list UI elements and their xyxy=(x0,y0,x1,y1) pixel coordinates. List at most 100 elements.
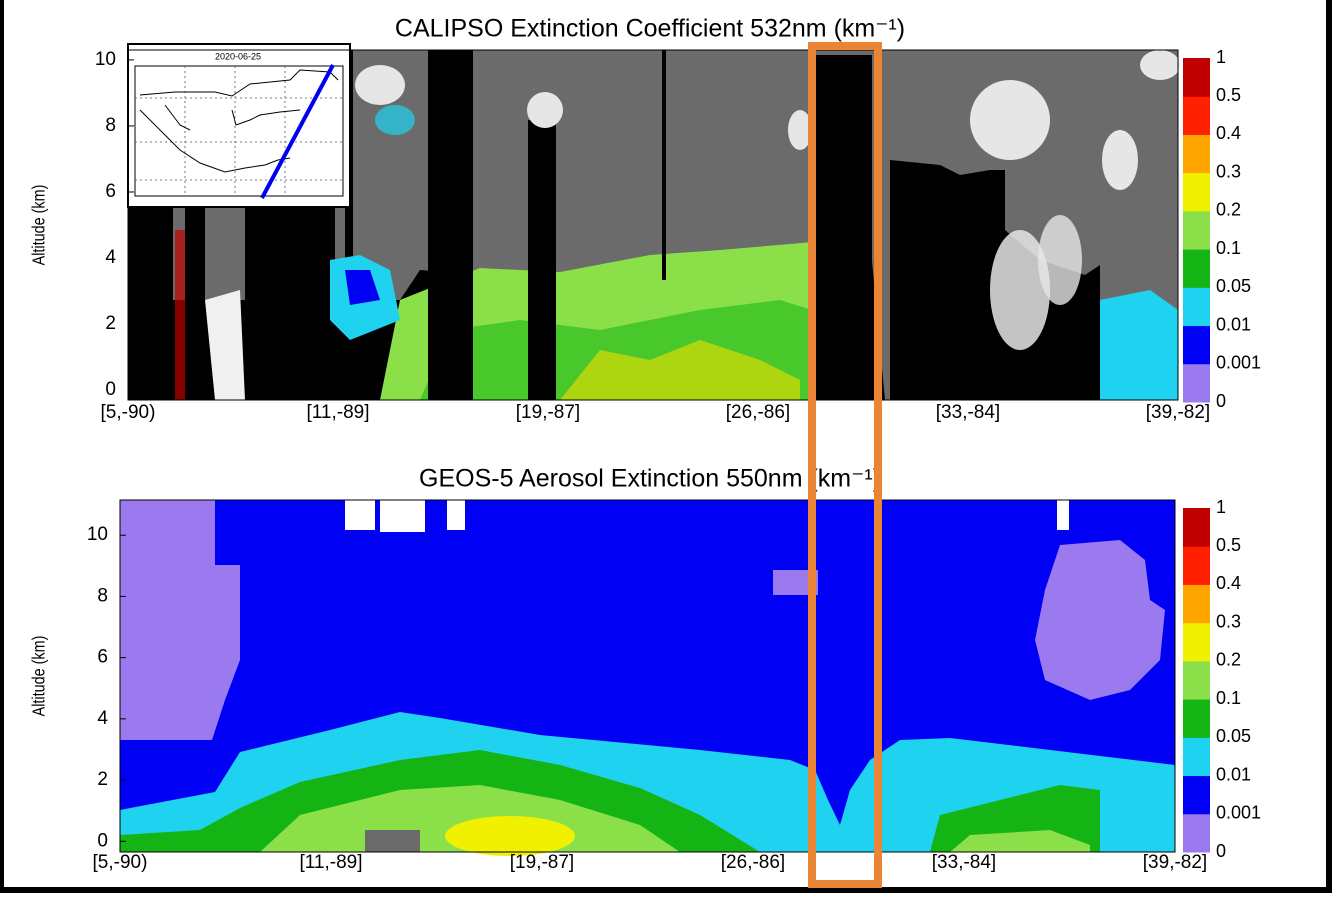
colorbar-tick-label: 0.2 xyxy=(1216,200,1241,220)
field-region xyxy=(205,290,245,400)
cloud xyxy=(970,80,1050,160)
x-tick-label: [39,-82] xyxy=(1146,402,1210,423)
x-tick-label: [5,-90) xyxy=(93,852,148,873)
y-tick-label: 8 xyxy=(105,115,116,136)
cloud xyxy=(1140,50,1180,80)
x-tick-label: [11,-89] xyxy=(306,402,369,423)
y-tick-label: 0 xyxy=(97,830,108,851)
y-tick-label: 10 xyxy=(95,49,116,70)
geos-field xyxy=(120,500,1175,856)
y-tick-label: 2 xyxy=(97,769,108,790)
colorbar-tick-label: 0 xyxy=(1216,841,1226,861)
colorbar-tick-label: 0.3 xyxy=(1216,161,1241,181)
plot-frame xyxy=(127,49,1179,401)
inset-map: 2020-06-25 xyxy=(127,43,351,208)
field-region xyxy=(120,500,240,740)
colorbar-tick-label: 0.4 xyxy=(1216,123,1241,143)
y-tick-label: 8 xyxy=(97,585,108,606)
colorbar-band xyxy=(1183,134,1210,174)
field-region xyxy=(560,340,800,400)
inset-axes xyxy=(134,65,344,197)
frame-edge xyxy=(0,887,1332,893)
colorbar-band xyxy=(1183,813,1210,853)
y-tick-label: 4 xyxy=(97,708,108,729)
x-tick-label: [39,-82] xyxy=(1143,852,1207,873)
field-region xyxy=(812,55,872,400)
cloud xyxy=(527,92,563,128)
x-tick-label: [11,-89] xyxy=(299,852,362,873)
colorbar-tick-label: 0.01 xyxy=(1216,314,1251,334)
field-region xyxy=(528,120,556,400)
colorbar-band xyxy=(1183,325,1210,365)
y-tick-label: 6 xyxy=(105,181,116,202)
field-region xyxy=(345,500,375,530)
chart-title: GEOS-5 Aerosol Extinction 550nm (km⁻¹) xyxy=(419,465,881,493)
colorbar-band xyxy=(1183,363,1210,403)
colorbar-band xyxy=(1183,775,1210,815)
colorbar-band xyxy=(1183,249,1210,288)
colorbar-band xyxy=(1183,699,1210,738)
colorbar-band xyxy=(1183,58,1210,97)
colorbar-tick-label: 0.001 xyxy=(1216,803,1261,823)
colorbar-tick-label: 0.001 xyxy=(1216,353,1261,373)
colorbar-band xyxy=(1183,172,1210,212)
field-region xyxy=(345,270,380,305)
colorbar-tick-label: 0 xyxy=(1216,391,1226,411)
colorbar-tick-label: 0.1 xyxy=(1216,688,1241,708)
colorbar-tick-label: 0.05 xyxy=(1216,276,1251,296)
colorbar-tick-label: 0.01 xyxy=(1216,764,1251,784)
field-region xyxy=(1057,500,1069,530)
inset-coast xyxy=(139,69,339,173)
plot-frame xyxy=(119,499,1176,853)
colorbar-band xyxy=(1183,210,1210,250)
colorbar-tick-label: 1 xyxy=(1216,497,1226,517)
y-tick-label: 4 xyxy=(105,247,116,268)
field-region xyxy=(380,500,425,532)
x-tick-label: [19,-87] xyxy=(516,402,580,423)
x-tick-label: [33,-84] xyxy=(936,402,1000,423)
colorbar-tick-label: 0.4 xyxy=(1216,573,1241,593)
colorbar-band xyxy=(1183,508,1210,547)
chart-title: CALIPSO Extinction Coefficient 532nm (km… xyxy=(395,15,905,43)
field-region xyxy=(445,816,575,856)
field-region xyxy=(662,50,666,280)
colorbar-band xyxy=(1183,737,1210,777)
inset-title: 2020-06-25 xyxy=(215,51,261,61)
inset-grid xyxy=(135,66,343,196)
colorbar-band xyxy=(1183,660,1210,700)
colorbar-band xyxy=(1183,584,1210,624)
field-region xyxy=(1125,325,1175,385)
colorbar-band xyxy=(1183,287,1210,327)
inset-frame xyxy=(127,43,351,208)
x-tick-label: [33,-84] xyxy=(932,852,996,873)
field-region xyxy=(365,830,420,852)
cloud xyxy=(990,230,1050,350)
x-tick-label: [19,-87] xyxy=(510,852,574,873)
colorbar-band xyxy=(1183,622,1210,662)
x-tick-label: [5,-90) xyxy=(101,402,156,423)
frame-edge xyxy=(0,0,4,893)
colorbar-tick-label: 0.2 xyxy=(1216,650,1241,670)
x-tick-label: [26,-86] xyxy=(726,402,790,423)
colorbar-tick-label: 0.05 xyxy=(1216,726,1251,746)
y-tick-label: 0 xyxy=(105,379,116,400)
colorbar-tick-label: 0.5 xyxy=(1216,535,1241,555)
field-region xyxy=(950,830,1090,852)
cloud xyxy=(375,105,415,135)
cloud xyxy=(355,65,405,105)
colorbar-band xyxy=(1183,96,1210,135)
y-axis-label: Altitude (km) xyxy=(29,636,49,717)
y-tick-label: 2 xyxy=(105,313,116,334)
field-region xyxy=(1035,540,1165,700)
y-tick-label: 6 xyxy=(97,647,108,668)
field-region xyxy=(447,500,465,530)
x-tick-label: [26,-86] xyxy=(721,852,785,873)
calipso-field xyxy=(128,50,1180,400)
field-region xyxy=(175,230,185,400)
cloud xyxy=(1102,130,1138,190)
colorbar-tick-label: 1 xyxy=(1216,47,1226,67)
y-tick-label: 10 xyxy=(87,524,108,545)
frame-edge xyxy=(1326,0,1332,893)
